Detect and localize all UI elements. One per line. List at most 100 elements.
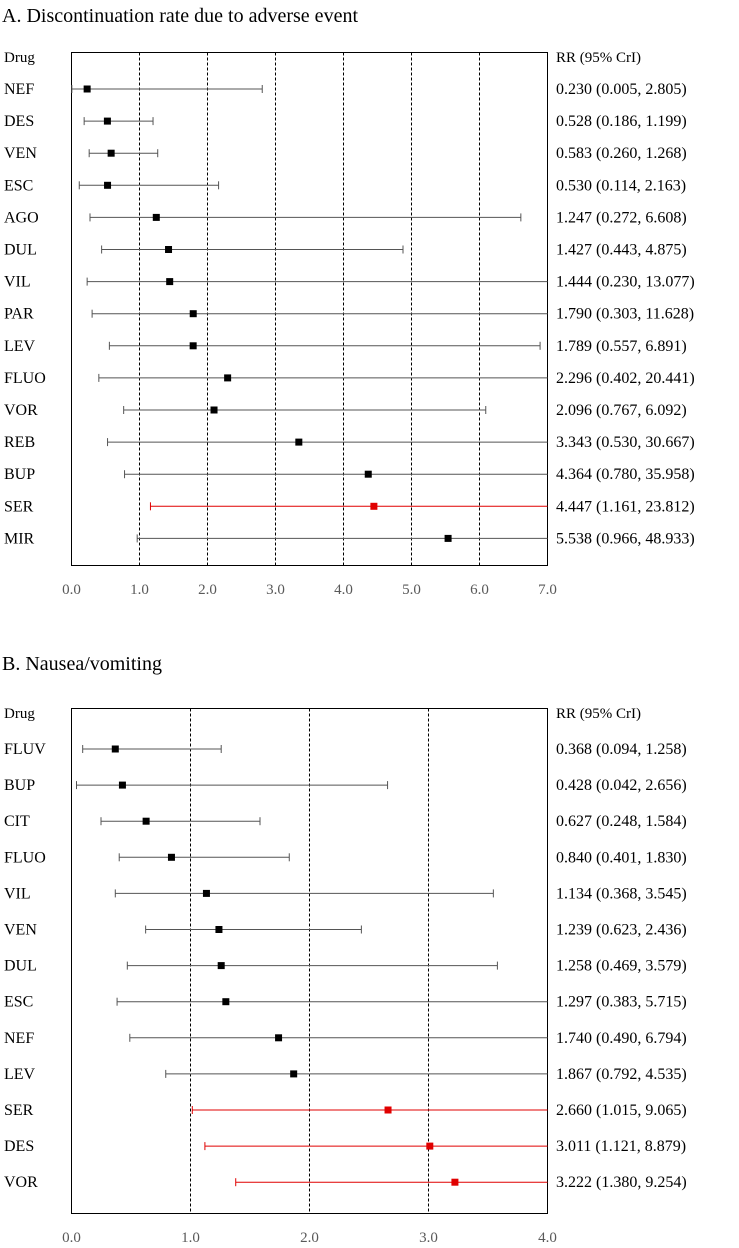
rr-ci-label: 1.134 (0.368, 3.545) xyxy=(556,885,687,902)
point-estimate-marker xyxy=(107,149,115,157)
drug-label: VOR xyxy=(4,1174,38,1191)
panel-a-row: FLUO 2.296 (0.402, 20.441) xyxy=(4,370,695,387)
panel-a-x-tick-label: 4.0 xyxy=(334,582,353,598)
panel-b-row: VEN 1.239 (0.623, 2.436) xyxy=(4,922,687,939)
panel-a-row: DES 0.528 (0.186, 1.199) xyxy=(4,113,687,130)
panel-b-drug-header: Drug xyxy=(4,706,35,722)
point-estimate-marker xyxy=(189,342,197,350)
panel-a-row: ESC 0.530 (0.114, 2.163) xyxy=(4,177,686,194)
point-estimate-marker xyxy=(167,853,175,861)
panel-a-x-tick-label: 2.0 xyxy=(198,582,217,598)
rr-ci-label: 3.343 (0.530, 30.667) xyxy=(556,434,695,451)
point-estimate-marker xyxy=(217,962,225,970)
rr-ci-label: 2.296 (0.402, 20.441) xyxy=(556,370,695,387)
rr-ci-label: 1.297 (0.383, 5.715) xyxy=(556,994,687,1011)
drug-label: FLUO xyxy=(4,370,46,387)
point-estimate-marker xyxy=(83,85,91,93)
panel-a-row: REB 3.343 (0.530, 30.667) xyxy=(4,434,695,451)
rr-ci-label: 0.368 (0.094, 1.258) xyxy=(556,741,687,758)
panel-b-row: LEV 1.867 (0.792, 4.535) xyxy=(4,1066,687,1083)
rr-ci-label: 0.230 (0.005, 2.805) xyxy=(556,81,687,98)
rr-ci-label: 1.867 (0.792, 4.535) xyxy=(556,1066,687,1083)
rr-ci-label: 1.258 (0.469, 3.579) xyxy=(556,958,687,975)
rr-ci-label: 1.789 (0.557, 6.891) xyxy=(556,338,687,355)
panel-a-rows: NEF 0.230 (0.005, 2.805) DES 0.528 (0.186, … xyxy=(4,81,695,547)
rr-ci-label: 1.740 (0.490, 6.794) xyxy=(556,1030,687,1047)
panel-b-x-tick-label: 0.0 xyxy=(62,1230,81,1246)
drug-label: NEF xyxy=(4,81,34,98)
rr-ci-label: 3.011 (1.121, 8.879) xyxy=(556,1138,686,1155)
panel-a-row: VOR 2.096 (0.767, 6.092) xyxy=(4,402,687,419)
point-estimate-marker xyxy=(444,534,452,542)
drug-label: LEV xyxy=(4,338,36,355)
point-estimate-marker xyxy=(202,889,210,897)
panel-b-x-tick-label: 2.0 xyxy=(300,1230,319,1246)
panel-a: A. Discontinuation rate due to adverse e… xyxy=(2,5,695,598)
panel-b-plot-frame xyxy=(71,708,548,1214)
drug-label: FLUO xyxy=(4,849,46,866)
panel-a-row: DUL 1.427 (0.443, 4.875) xyxy=(4,242,687,259)
panel-b: B. Nausea/vomiting Drug RR (95% CrI) FLU… xyxy=(2,653,687,1246)
panel-a-rr-header: RR (95% CrI) xyxy=(556,50,641,66)
drug-label: VIL xyxy=(4,274,31,291)
panel-a-x-tick-label: 5.0 xyxy=(402,582,421,598)
point-estimate-marker xyxy=(166,278,174,286)
drug-label: VEN xyxy=(4,145,37,162)
drug-label: CIT xyxy=(4,813,30,830)
point-estimate-marker xyxy=(111,745,119,753)
panel-b-row: FLUO 0.840 (0.401, 1.830) xyxy=(4,849,687,866)
panel-a-drug-header: Drug xyxy=(4,50,35,66)
panel-a-row: NEF 0.230 (0.005, 2.805) xyxy=(4,81,687,98)
panel-a-row: MIR 5.538 (0.966, 48.933) xyxy=(4,530,695,547)
drug-label: MIR xyxy=(4,530,35,547)
panel-b-row: ESC 1.297 (0.383, 5.715) xyxy=(4,994,687,1011)
panel-a-gridlines xyxy=(139,52,480,566)
point-estimate-marker xyxy=(222,998,230,1006)
point-estimate-marker xyxy=(290,1070,298,1078)
panel-a-x-tick-label: 0.0 xyxy=(62,582,81,598)
rr-ci-label: 1.247 (0.272, 6.608) xyxy=(556,209,687,226)
point-estimate-marker xyxy=(104,181,112,189)
panel-a-x-axis-ticks: 0.0 1.0 2.0 3.0 4.0 5.0 6.0 7.0 xyxy=(62,582,557,598)
drug-label: ESC xyxy=(4,994,33,1011)
rr-ci-label: 4.447 (1.161, 23.812) xyxy=(556,498,695,515)
point-estimate-marker xyxy=(215,926,223,933)
drug-label: VIL xyxy=(4,885,31,902)
panel-a-row: VIL 1.444 (0.230, 13.077) xyxy=(4,274,695,291)
point-estimate-marker xyxy=(426,1142,434,1150)
drug-label: PAR xyxy=(4,306,34,323)
drug-label: BUP xyxy=(4,777,35,794)
point-estimate-marker xyxy=(364,470,372,478)
drug-label: REB xyxy=(4,434,35,451)
panel-a-row: BUP 4.364 (0.780, 35.958) xyxy=(4,466,695,483)
drug-label: DES xyxy=(4,1138,34,1155)
rr-ci-label: 1.444 (0.230, 13.077) xyxy=(556,274,695,291)
rr-ci-label: 1.790 (0.303, 11.628) xyxy=(556,306,694,323)
drug-label: AGO xyxy=(4,209,39,226)
panel-b-x-axis-ticks: 0.0 1.0 2.0 3.0 4.0 xyxy=(62,1230,557,1246)
panel-a-row: PAR 1.790 (0.303, 11.628) xyxy=(4,306,694,323)
panel-b-row: CIT 0.627 (0.248, 1.584) xyxy=(4,813,687,830)
panel-b-row: VOR 3.222 (1.380, 9.254) xyxy=(4,1174,687,1191)
point-estimate-marker xyxy=(451,1178,459,1186)
panel-b-x-tick-label: 1.0 xyxy=(181,1230,200,1246)
rr-ci-label: 0.840 (0.401, 1.830) xyxy=(556,849,687,866)
panel-a-row: AGO 1.247 (0.272, 6.608) xyxy=(4,209,687,226)
panel-b-x-tick-label: 4.0 xyxy=(538,1230,557,1246)
point-estimate-marker xyxy=(152,213,160,221)
panel-b-row: SER 2.660 (1.015, 9.065) xyxy=(4,1102,687,1119)
point-estimate-marker xyxy=(103,117,111,125)
point-estimate-marker xyxy=(384,1106,392,1114)
panel-b-row: DUL 1.258 (0.469, 3.579) xyxy=(4,958,687,975)
rr-ci-label: 5.538 (0.966, 48.933) xyxy=(556,530,695,547)
drug-label: BUP xyxy=(4,466,35,483)
drug-label: DUL xyxy=(4,958,37,975)
rr-ci-label: 0.428 (0.042, 2.656) xyxy=(556,777,687,794)
point-estimate-marker xyxy=(275,1034,283,1042)
panel-a-row: LEV 1.789 (0.557, 6.891) xyxy=(4,338,687,355)
panel-b-row: DES 3.011 (1.121, 8.879) xyxy=(4,1138,686,1155)
panel-b-row: BUP 0.428 (0.042, 2.656) xyxy=(4,777,687,794)
rr-ci-label: 2.096 (0.767, 6.092) xyxy=(556,402,687,419)
panel-a-x-tick-label: 3.0 xyxy=(266,582,285,598)
